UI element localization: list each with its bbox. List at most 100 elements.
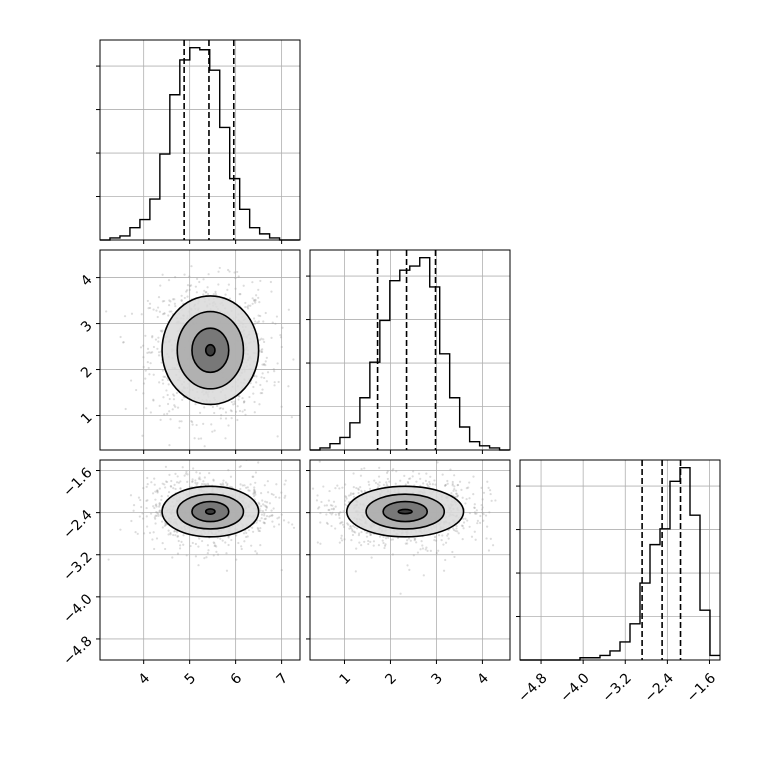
sample-point	[251, 297, 254, 300]
sample-point	[254, 301, 257, 304]
sample-point	[248, 395, 251, 399]
sample-point	[342, 525, 346, 529]
histogram-panel-3	[516, 459, 721, 664]
sample-point	[169, 533, 172, 536]
sample-point	[480, 504, 483, 507]
sample-point	[259, 338, 262, 341]
sample-point	[447, 532, 450, 536]
sample-point	[457, 532, 460, 535]
sample-point	[161, 526, 164, 529]
sample-point	[159, 329, 162, 332]
sample-point	[173, 483, 176, 486]
sample-point	[212, 541, 215, 544]
sample-point	[347, 523, 350, 526]
sample-point	[263, 504, 266, 507]
sample-point	[264, 517, 267, 520]
sample-point	[284, 479, 287, 482]
sample-point	[374, 481, 378, 484]
sample-point	[262, 320, 265, 323]
sample-point	[406, 480, 409, 484]
sample-point	[327, 508, 330, 512]
sample-point	[253, 491, 257, 495]
panel-frame	[309, 459, 511, 661]
sample-point	[154, 490, 157, 493]
sample-point	[444, 483, 447, 487]
sample-point	[220, 414, 223, 417]
sample-point	[156, 315, 159, 319]
sample-point	[390, 538, 393, 541]
sample-point	[241, 397, 244, 400]
sample-point	[168, 473, 171, 476]
sample-point	[452, 489, 455, 492]
sample-point	[473, 503, 476, 506]
sample-point	[198, 411, 202, 414]
sample-point	[258, 502, 261, 506]
sample-point	[318, 460, 321, 463]
sample-point	[378, 535, 382, 538]
sample-point	[453, 474, 456, 477]
sample-point	[124, 407, 127, 411]
sample-point	[203, 557, 206, 560]
sample-point	[152, 398, 155, 401]
sample-point	[164, 523, 168, 526]
sample-point	[393, 437, 395, 439]
sample-point	[156, 489, 159, 492]
sample-point	[257, 461, 260, 464]
sample-point	[186, 473, 189, 476]
sample-point	[384, 543, 387, 546]
sample-point	[407, 481, 410, 485]
sample-point	[253, 323, 256, 326]
sample-point	[244, 413, 247, 416]
sample-point	[476, 522, 479, 525]
sample-point	[489, 537, 492, 540]
sample-point	[172, 487, 175, 490]
sample-point	[238, 293, 241, 296]
sample-point	[340, 534, 343, 537]
sample-point	[205, 290, 208, 294]
sample-point	[258, 519, 262, 522]
sample-point	[488, 511, 491, 514]
sample-point	[442, 543, 445, 546]
sample-point	[153, 506, 156, 510]
sample-point	[142, 344, 145, 347]
sample-point	[339, 511, 342, 514]
sample-point	[409, 539, 412, 542]
sample-point	[198, 537, 201, 540]
sample-point	[467, 486, 470, 489]
contour-line	[191, 500, 230, 523]
sample-point	[225, 552, 228, 555]
sample-point	[429, 549, 432, 552]
sample-point	[332, 507, 335, 510]
sample-point	[224, 481, 228, 484]
sample-point	[235, 534, 238, 537]
sample-point	[272, 493, 275, 496]
sample-point	[388, 480, 391, 483]
sample-point	[195, 471, 198, 474]
sample-point	[480, 508, 484, 511]
sample-point	[263, 517, 266, 521]
sample-point	[181, 398, 184, 401]
sample-point	[173, 404, 176, 407]
panel-frame	[99, 459, 301, 661]
sample-point	[263, 340, 266, 344]
sample-point	[158, 381, 161, 384]
sample-point	[404, 483, 407, 486]
sample-point	[183, 474, 186, 477]
sample-point	[189, 544, 192, 548]
sample-point	[340, 537, 343, 540]
sample-point	[176, 475, 179, 478]
sample-point	[169, 531, 172, 535]
sample-point	[165, 480, 168, 483]
sample-point	[316, 494, 319, 497]
sample-point	[167, 279, 171, 282]
sample-point	[318, 506, 321, 509]
sample-point	[331, 504, 334, 507]
sample-point	[429, 475, 432, 478]
sample-point	[404, 542, 407, 545]
sample-point	[355, 527, 359, 530]
sample-point	[152, 308, 155, 311]
sample-point	[183, 273, 186, 276]
sample-point	[487, 549, 491, 552]
sample-point	[236, 405, 239, 408]
x-tick-label: −4.8	[515, 670, 550, 705]
